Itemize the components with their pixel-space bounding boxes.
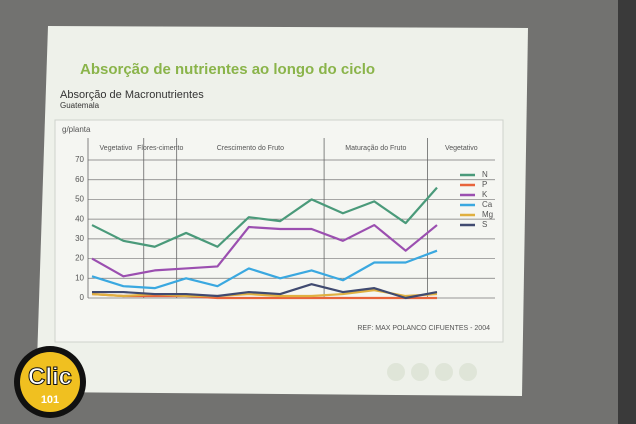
phase-label: Crescimento do Fruto <box>217 145 284 152</box>
legend-label: S <box>482 220 487 229</box>
y-tick-label: 60 <box>75 175 84 184</box>
phase-label: Flores-cimento <box>137 145 183 152</box>
series-line <box>91 292 437 300</box>
legend-label: Mg <box>482 210 493 219</box>
phase-label: Vegetativo <box>445 145 478 152</box>
legend-label: P <box>482 180 487 189</box>
watermark: Clic 101 <box>14 346 86 418</box>
y-tick-label: 30 <box>75 234 84 243</box>
chart-title: Absorção de nutrientes ao longo do ciclo <box>80 61 375 78</box>
y-tick-label: 40 <box>75 214 84 223</box>
legend-label: K <box>482 190 488 199</box>
series-line <box>91 249 438 290</box>
series-line <box>91 186 438 248</box>
phase-label: Vegetativo <box>100 145 133 152</box>
series-line <box>91 223 438 278</box>
source: REF: MAX POLANCO CIFUENTES - 2004 <box>357 325 490 332</box>
y-tick-label: 0 <box>80 293 85 302</box>
y-tick-label: 50 <box>75 195 84 204</box>
y-tick-label: 20 <box>75 254 84 263</box>
y-tick-label: 10 <box>75 273 84 282</box>
chart-region: Guatemala <box>60 101 100 110</box>
logo-number: 101 <box>41 394 59 406</box>
chart-frame <box>54 119 504 343</box>
frame-edge <box>618 0 636 424</box>
legend-label: N <box>482 170 488 179</box>
logo-text: Clic <box>28 363 72 390</box>
phase-label: Maturação do Fruto <box>345 145 406 152</box>
series-line <box>92 283 438 300</box>
chart-subtitle: Absorção de Macronutrientes <box>60 89 204 101</box>
y-axis-label: g/planta <box>62 125 91 134</box>
slide-dots <box>387 363 477 381</box>
y-tick-label: 70 <box>75 155 84 164</box>
legend-label: Ca <box>482 200 493 209</box>
